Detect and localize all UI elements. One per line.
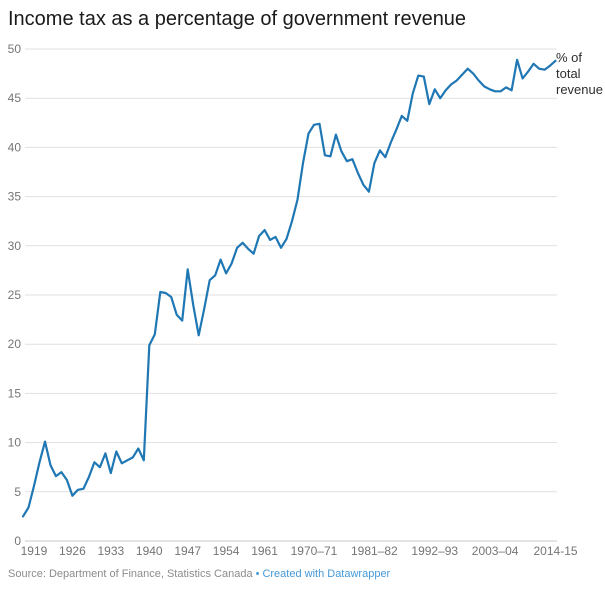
series-label: % of total revenue (556, 50, 603, 97)
data-line (21, 58, 557, 518)
datawrapper-link[interactable]: Created with Datawrapper (262, 568, 391, 580)
x-axis-label: 1947 (174, 544, 201, 558)
y-axis-label: 40 (8, 140, 22, 154)
y-axis-label: 0 (14, 534, 21, 548)
x-axis-label: 1933 (97, 544, 124, 558)
y-axis-label: 50 (8, 42, 22, 56)
x-axis-label: 1940 (136, 544, 163, 558)
x-axis-label: 1981–82 (351, 544, 398, 558)
y-axis-label: 10 (8, 436, 22, 450)
y-axis-label: 20 (8, 337, 22, 351)
x-axis-label: 1919 (21, 544, 48, 558)
x-axis-label: 1992–93 (411, 544, 458, 558)
source-text: Source: Department of Finance, Statistic… (8, 568, 253, 580)
y-axis-label: 35 (8, 190, 22, 204)
y-axis-label: 45 (8, 91, 22, 105)
chart-title: Income tax as a percentage of government… (8, 8, 467, 30)
x-axis-label: 1970–71 (291, 544, 338, 558)
x-axis-label: 2003–04 (472, 544, 519, 558)
x-axis-label: 1954 (213, 544, 240, 558)
y-axis-label: 25 (8, 288, 22, 302)
y-axis-label: 30 (8, 239, 22, 253)
x-axis-label: 1926 (59, 544, 86, 558)
footer-separator: • (255, 568, 260, 580)
x-axis-label: 2014-15 (534, 544, 578, 558)
footer: Source: Department of Finance, Statistic… (8, 568, 390, 580)
y-axis-label: 15 (8, 386, 22, 400)
y-axis-label: 5 (14, 485, 21, 499)
x-axis-label: 1961 (251, 544, 278, 558)
